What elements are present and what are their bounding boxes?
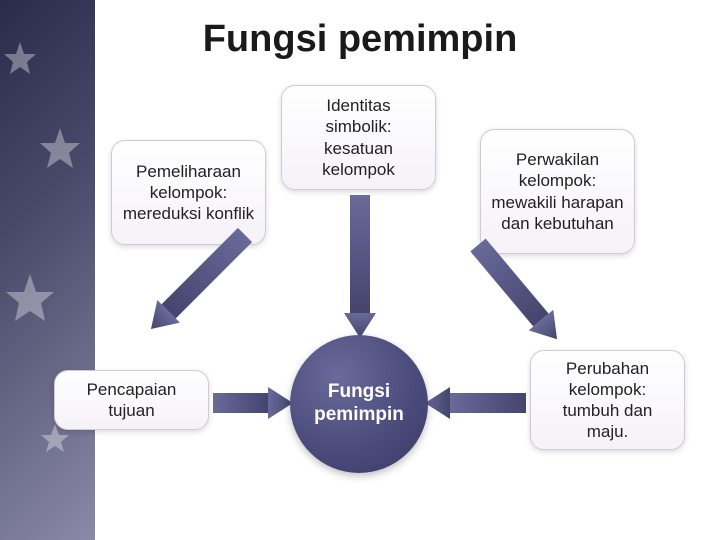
center-node: Fungsi pemimpin: [290, 335, 428, 473]
node-top: Identitas simbolik: kesatuan kelompok: [281, 85, 436, 190]
node-bottom-left-label: Pencapaian tujuan: [65, 379, 198, 422]
page-title: Fungsi pemimpin: [0, 18, 720, 61]
node-top-right-label: Perwakilan kelompok: mewakili harapan da…: [491, 149, 624, 234]
node-bottom-left: Pencapaian tujuan: [54, 370, 209, 430]
node-top-right: Perwakilan kelompok: mewakili harapan da…: [480, 129, 635, 254]
decorative-sidebar: [0, 0, 95, 540]
node-top-left: Pemeliharaan kelompok: mereduksi konflik: [111, 140, 266, 245]
center-label: Fungsi pemimpin: [290, 381, 428, 427]
node-top-label: Identitas simbolik: kesatuan kelompok: [292, 95, 425, 180]
node-bottom-right: Perubahan kelompok: tumbuh dan maju.: [530, 350, 685, 450]
node-top-left-label: Pemeliharaan kelompok: mereduksi konflik: [122, 161, 255, 225]
node-bottom-right-label: Perubahan kelompok: tumbuh dan maju.: [541, 358, 674, 443]
